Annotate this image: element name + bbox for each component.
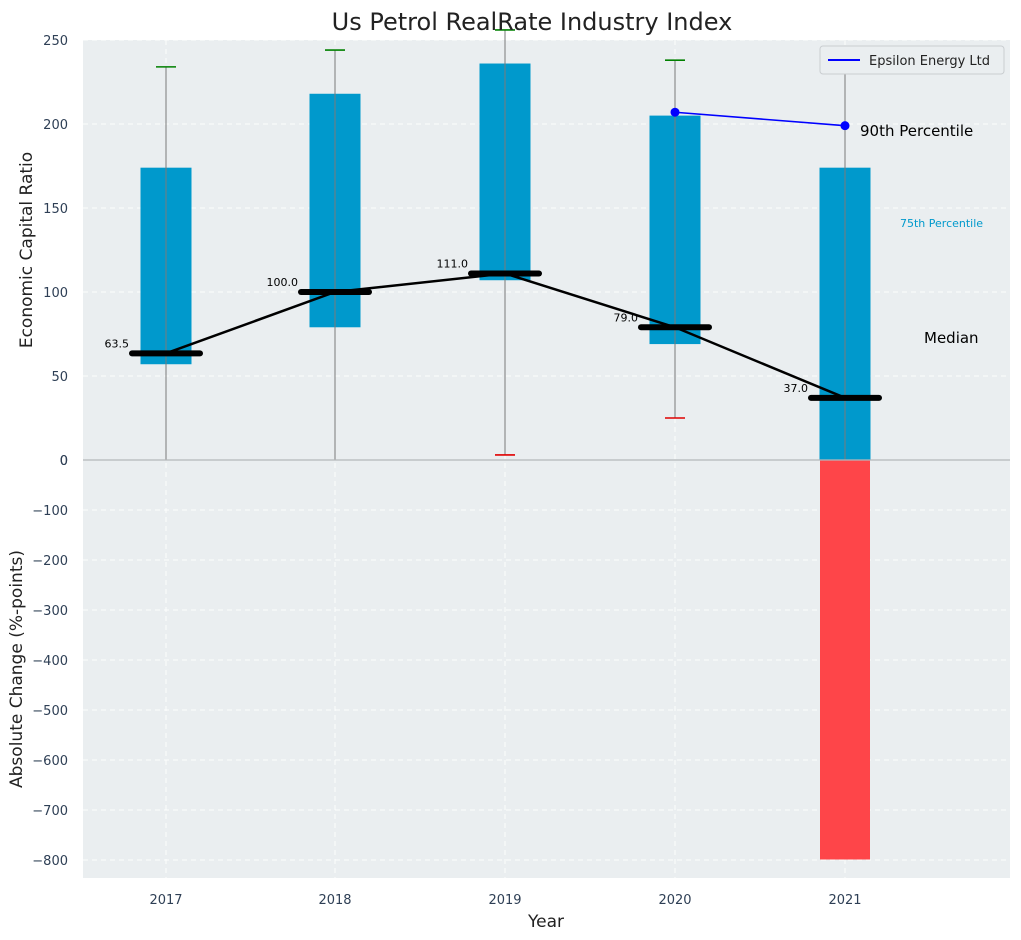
- y-tick-label-top: 200: [43, 118, 68, 133]
- y-tick-label-top: 100: [43, 286, 68, 301]
- annotation-90th-percentile: 90th Percentile: [860, 122, 973, 140]
- annotation-75th-percentile: 75th Percentile: [900, 217, 983, 230]
- y-tick-label-bottom: 0: [60, 454, 68, 469]
- y-tick-label-top: 150: [43, 202, 68, 217]
- x-axis-label: Year: [527, 912, 564, 932]
- y-axis-label-top: Economic Capital Ratio: [17, 152, 37, 348]
- company-series-point: [670, 107, 680, 117]
- y-tick-label-bottom: −700: [32, 804, 68, 819]
- marks: 63.5 100.0 111.0 79.0 37.0: [105, 29, 882, 460]
- y-tick-label-top: 250: [43, 34, 68, 49]
- x-tick-label: 2019: [488, 893, 521, 908]
- median-value-label: 63.5: [105, 337, 130, 350]
- legend: Epsilon Energy Ltd: [819, 45, 1005, 75]
- y-tick-label-bottom: −800: [32, 854, 68, 869]
- y-tick-label-bottom: −100: [32, 504, 68, 519]
- median-value-label: 100.0: [267, 276, 299, 289]
- company-series-point: [840, 121, 850, 131]
- legend-label-epsilon: Epsilon Energy Ltd: [869, 54, 990, 69]
- x-tick-label: 2021: [828, 893, 861, 908]
- annotation-median: Median: [924, 329, 979, 347]
- legend-box: [819, 45, 1005, 75]
- absolute-change-bar: [820, 460, 870, 860]
- median-value-label: 79.0: [614, 311, 639, 324]
- median-value-label: 111.0: [437, 258, 469, 271]
- y-axis-label-bottom: Absolute Change (%-points): [7, 550, 27, 788]
- x-tick-label: 2017: [149, 893, 182, 908]
- median-value-label: 37.0: [784, 382, 809, 395]
- plot-background: [83, 40, 1010, 878]
- y-tick-label-top: 50: [51, 370, 68, 385]
- y-tick-label-bottom: −200: [32, 554, 68, 569]
- y-tick-label-bottom: −500: [32, 704, 68, 719]
- axes: 2502001501005000−100−200−300−400−500−600…: [32, 34, 1010, 908]
- x-tick-label: 2018: [318, 893, 351, 908]
- company-series-line: [674, 111, 846, 127]
- y-tick-label-bottom: −300: [32, 604, 68, 619]
- y-tick-label-bottom: −600: [32, 754, 68, 769]
- y-tick-label-bottom: −400: [32, 654, 68, 669]
- y-tick-label-top: 0: [60, 454, 68, 469]
- chart-title: Us Petrol RealRate Industry Index: [332, 8, 733, 36]
- x-tick-label: 2020: [658, 893, 691, 908]
